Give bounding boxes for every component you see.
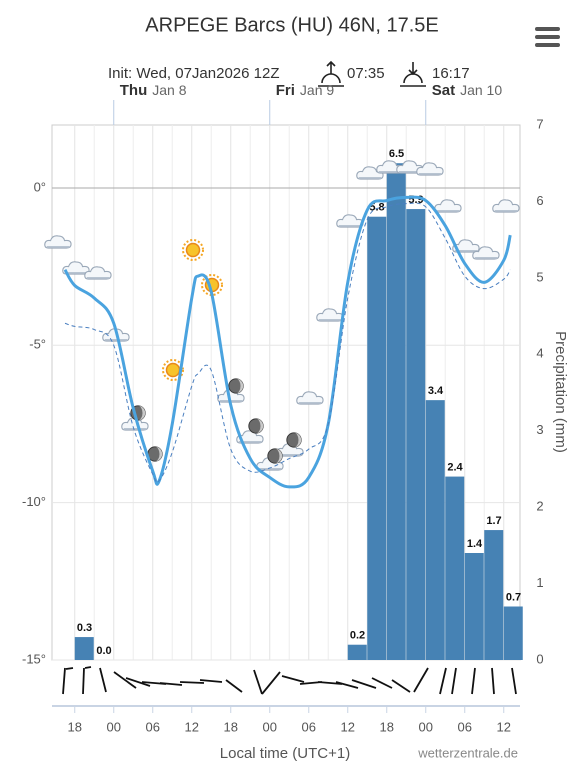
- precip-bar: [445, 476, 465, 660]
- day-label: Fri Jan 9: [276, 82, 335, 99]
- credit: wetterzentrale.de: [417, 745, 518, 760]
- y2-tick-label: 3: [536, 422, 543, 437]
- dashed-line: [64, 202, 511, 484]
- bars: 0.30.00.25.86.55.93.42.41.41.70.7: [74, 148, 523, 661]
- y2-tick-label: 0: [536, 651, 543, 666]
- day-name: Sat: [432, 82, 455, 99]
- precip-label: 0.2: [350, 630, 365, 642]
- precip-label: 0.7: [506, 591, 521, 603]
- precip-label: 6.5: [389, 148, 404, 160]
- init-time: Init: Wed, 07Jan2026 12Z: [108, 65, 280, 82]
- precip-bar: [484, 530, 504, 660]
- precip-bar: [367, 216, 387, 660]
- precip-label: 3.4: [428, 385, 444, 397]
- y2-axis-label: Precipitation (mm): [552, 331, 569, 453]
- x-tick-label: 06: [458, 719, 472, 734]
- sunset-icon: [400, 62, 426, 87]
- day-label: Sat Jan 10: [432, 82, 503, 99]
- y-tick-label: -5°: [29, 337, 46, 352]
- precip-bar: [406, 209, 426, 661]
- x-tick-label: 12: [341, 719, 355, 734]
- precip-label: 2.4: [447, 461, 463, 473]
- sunset-time: 16:17: [432, 65, 470, 82]
- y2-tick-label: 6: [536, 193, 543, 208]
- precip-label: 0.3: [77, 622, 92, 634]
- x-tick-label: 00: [419, 719, 433, 734]
- precip-label: 1.7: [486, 515, 501, 527]
- lines: [63, 195, 512, 489]
- sunrise-time: 07:35: [347, 65, 385, 82]
- axes: 18 00 06 12 18 00 06 12 18 00 06 120°-5°-10°-15° 012…: [22, 82, 544, 735]
- y2-tick-label: 7: [536, 116, 543, 131]
- x-tick-label: 12: [185, 719, 199, 734]
- day-label: Thu Jan 8: [120, 82, 187, 99]
- precip-bar: [386, 163, 406, 660]
- precip-bar: [425, 400, 445, 660]
- y-tick-label: -15°: [22, 651, 46, 666]
- day-date: Jan 10: [460, 82, 502, 98]
- sunrise-icon: [318, 60, 344, 87]
- day-date: Jan 8: [152, 82, 186, 98]
- x-tick-label: 06: [302, 719, 316, 734]
- y2-tick-label: 5: [536, 269, 543, 284]
- chart-title: ARPEGE Barcs (HU) 46N, 17.5E: [145, 14, 438, 36]
- precip-bar: [464, 553, 484, 660]
- x-tick-label: 18: [380, 719, 394, 734]
- temperature-line: [63, 195, 512, 489]
- precip-bar: [347, 644, 367, 660]
- x-axis-label: Local time (UTC+1): [220, 745, 350, 762]
- x-tick-label: 06: [146, 719, 160, 734]
- x-tick-label: 00: [107, 719, 121, 734]
- precip-label: 1.4: [467, 538, 483, 550]
- wind-arrows: [62, 666, 517, 695]
- day-name: Fri: [276, 82, 295, 99]
- x-tick-label: 18: [224, 719, 238, 734]
- precip-label: 0.0: [96, 645, 111, 657]
- day-name: Thu: [120, 82, 148, 99]
- y2-tick-label: 1: [536, 575, 543, 590]
- y2-tick-label: 4: [536, 346, 543, 361]
- y-tick-label: 0°: [34, 179, 46, 194]
- day-date: Jan 9: [300, 82, 334, 98]
- precip-bar: [503, 606, 523, 660]
- x-tick-label: 18: [68, 719, 82, 734]
- y2-tick-label: 2: [536, 499, 543, 514]
- weather-icons: [44, 159, 520, 471]
- menu-button[interactable]: [535, 27, 560, 47]
- precip-bar: [74, 637, 94, 660]
- y-tick-label: -10°: [22, 494, 46, 509]
- x-tick-label: 12: [497, 719, 511, 734]
- x-tick-label: 00: [263, 719, 277, 734]
